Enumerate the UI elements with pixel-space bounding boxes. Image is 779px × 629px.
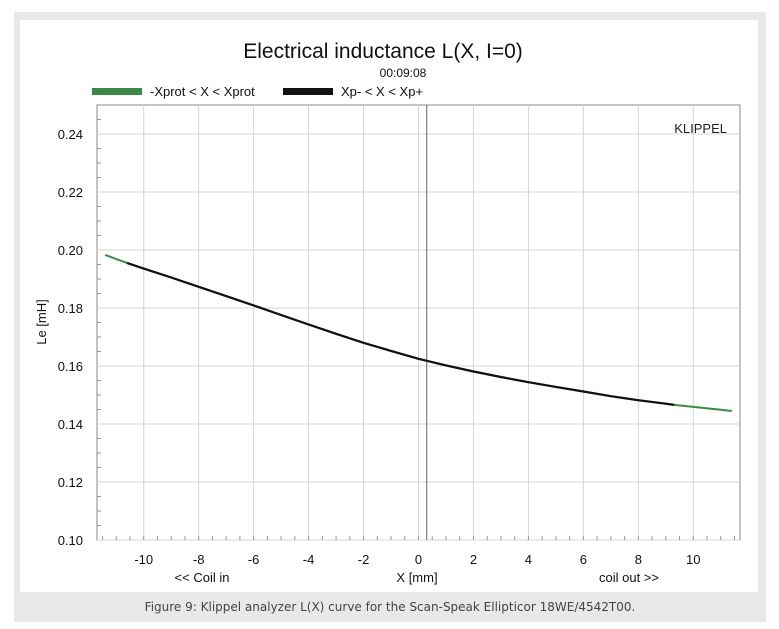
- y-tick-label: 0.14: [58, 417, 83, 432]
- x-tick-label: 10: [686, 552, 700, 567]
- y-axis-label: Le [mH]: [34, 299, 49, 345]
- x-tick-label: -8: [193, 552, 205, 567]
- legend-label-xprot: -Xprot < X < Xprot: [150, 84, 255, 99]
- x-axis-right-note: coil out >>: [599, 570, 659, 585]
- x-tick-label: 4: [525, 552, 532, 567]
- inductance-chart: Electrical inductance L(X, I=0) 00:09:08 -…: [34, 40, 741, 585]
- x-tick-label: 6: [580, 552, 587, 567]
- legend-label-xp: Xp- < X < Xp+: [341, 84, 423, 99]
- x-tick-label: -4: [303, 552, 315, 567]
- x-axis-label: X [mm]: [396, 570, 437, 585]
- legend-swatch-xprot: [92, 88, 142, 95]
- x-tick-label: 8: [635, 552, 642, 567]
- y-tick-label: 0.18: [58, 301, 83, 316]
- y-tick-label: 0.22: [58, 185, 83, 200]
- legend-swatch-xp: [283, 88, 333, 95]
- y-tick-label: 0.16: [58, 359, 83, 374]
- y-tick-label: 0.20: [58, 243, 83, 258]
- x-tick-label: 0: [415, 552, 422, 567]
- figure-caption: Figure 9: Klippel analyzer L(X) curve fo…: [14, 592, 766, 622]
- y-tick-label: 0.12: [58, 475, 83, 490]
- chart-title: Electrical inductance L(X, I=0): [243, 40, 523, 63]
- chart-subtitle: 00:09:08: [380, 66, 427, 80]
- x-tick-label: 2: [470, 552, 477, 567]
- x-tick-label: -10: [134, 552, 153, 567]
- y-tick-label: 0.24: [58, 127, 83, 142]
- x-tick-label: -2: [358, 552, 370, 567]
- klippel-watermark: KLIPPEL: [674, 121, 727, 136]
- x-axis-left-note: << Coil in: [175, 570, 230, 585]
- chart-container: Electrical inductance L(X, I=0) 00:09:08 -…: [20, 20, 758, 592]
- y-tick-label: 0.10: [58, 533, 83, 548]
- series-line-xp: [126, 261, 675, 406]
- x-tick-label: -6: [248, 552, 260, 567]
